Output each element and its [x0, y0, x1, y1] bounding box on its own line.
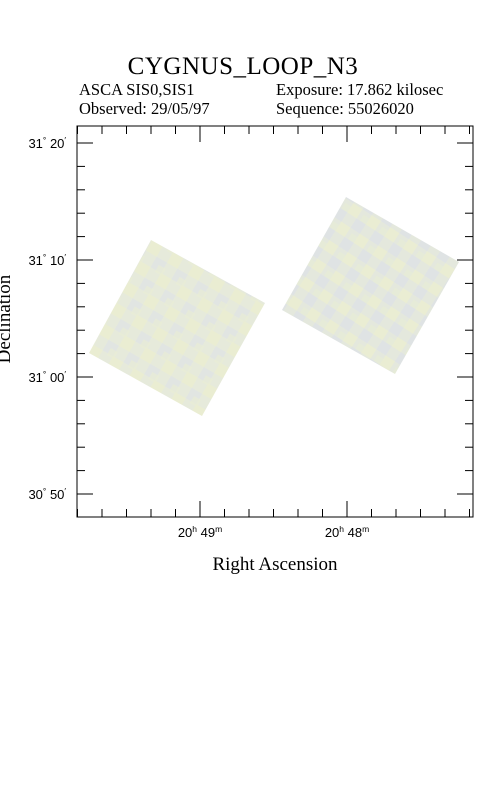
tick-labels: 31° 20′ 31° 10′ 31° 00′ 30° 50′ 20h 49m 20h 4… [28, 135, 369, 540]
x-axis-label: Right Ascension [212, 554, 338, 575]
sequence-label: Sequence: 55026020 [276, 99, 414, 118]
sis1-image-region [282, 197, 459, 374]
tick-marks [77, 126, 473, 517]
exposure-label: Exposure: 17.862 kilosec [276, 80, 444, 99]
plot-frame [76, 125, 474, 518]
sis0-image-region [89, 240, 265, 416]
y-tick-label: 31° 00′ [28, 369, 66, 385]
x-tick-label: 20h 48m [325, 524, 369, 540]
y-tick-label: 31° 20′ [28, 135, 66, 151]
y-tick-label: 31° 10′ [28, 252, 66, 268]
y-tick-label: 30° 50′ [28, 486, 66, 502]
observed-label: Observed: 29/05/97 [79, 99, 210, 118]
chart-title: CYGNUS_LOOP_N3 [127, 53, 359, 80]
x-tick-label: 20h 49m [178, 524, 222, 540]
instrument-label: ASCA SIS0,SIS1 [79, 80, 195, 99]
y-axis-label: Declination [0, 274, 15, 364]
